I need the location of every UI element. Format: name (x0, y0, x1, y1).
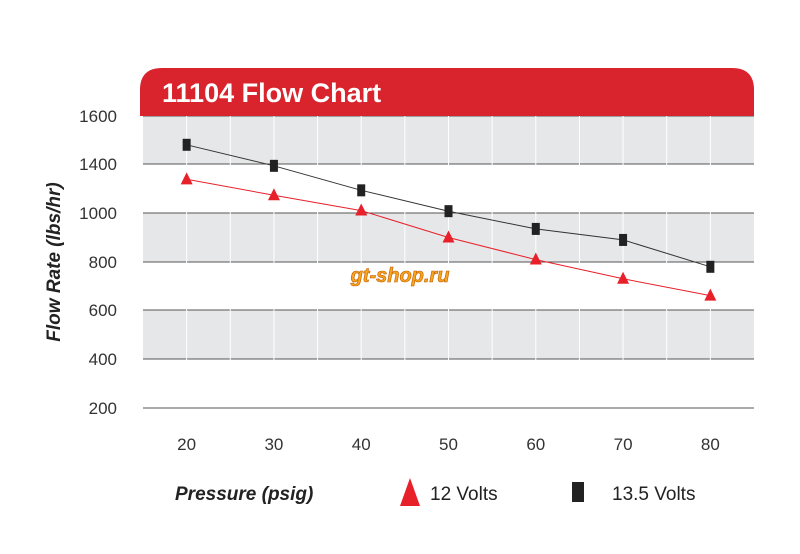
x-tick-label: 70 (614, 435, 633, 454)
x-tick-label: 40 (352, 435, 371, 454)
x-axis-tick-labels: 20 30 40 50 60 70 80 (177, 435, 720, 454)
y-tick-label: 600 (89, 301, 117, 320)
y-axis-label: Flow Rate (lbs/hr) (44, 182, 65, 341)
data-point-triangle (267, 188, 280, 201)
data-point-square (182, 138, 191, 151)
legend-label-13-5-volts: 13.5 Volts (612, 484, 695, 505)
legend-label-12-volts: 12 Volts (430, 484, 498, 505)
x-tick-label: 80 (701, 435, 720, 454)
data-point-square (706, 260, 715, 273)
data-point-square (444, 205, 453, 218)
legend: 12 Volts 13.5 Volts (400, 478, 695, 506)
y-tick-label: 1000 (79, 204, 117, 223)
data-point-square (357, 184, 366, 197)
data-point-square (619, 233, 628, 246)
y-tick-label: 1400 (79, 155, 117, 174)
y-tick-label: 400 (89, 350, 117, 369)
data-point-triangle (442, 230, 455, 243)
y-tick-label: 800 (89, 253, 117, 272)
data-point-triangle (355, 203, 368, 216)
y-tick-label: 200 (89, 399, 117, 418)
y-axis-tick-labels: 200 400 600 800 1000 1400 1600 (79, 107, 117, 418)
x-axis-label: Pressure (psig) (175, 484, 313, 505)
x-tick-label: 60 (526, 435, 545, 454)
x-tick-label: 50 (439, 435, 458, 454)
series-layer (180, 138, 717, 301)
data-point-triangle (180, 172, 193, 185)
data-point-triangle (617, 271, 630, 284)
chart-title: 11104 Flow Chart (162, 78, 381, 108)
x-tick-label: 20 (177, 435, 196, 454)
data-point-square (269, 159, 278, 172)
data-point-triangle (704, 288, 717, 301)
watermark-logo: gt-shop.ru (350, 265, 450, 287)
legend-triangle-icon (400, 478, 420, 506)
data-point-square (531, 222, 540, 235)
chart-title-banner (140, 68, 754, 116)
data-point-triangle (529, 252, 542, 265)
y-tick-label: 1600 (79, 107, 117, 126)
x-tick-label: 30 (264, 435, 283, 454)
legend-square-icon (572, 482, 584, 502)
